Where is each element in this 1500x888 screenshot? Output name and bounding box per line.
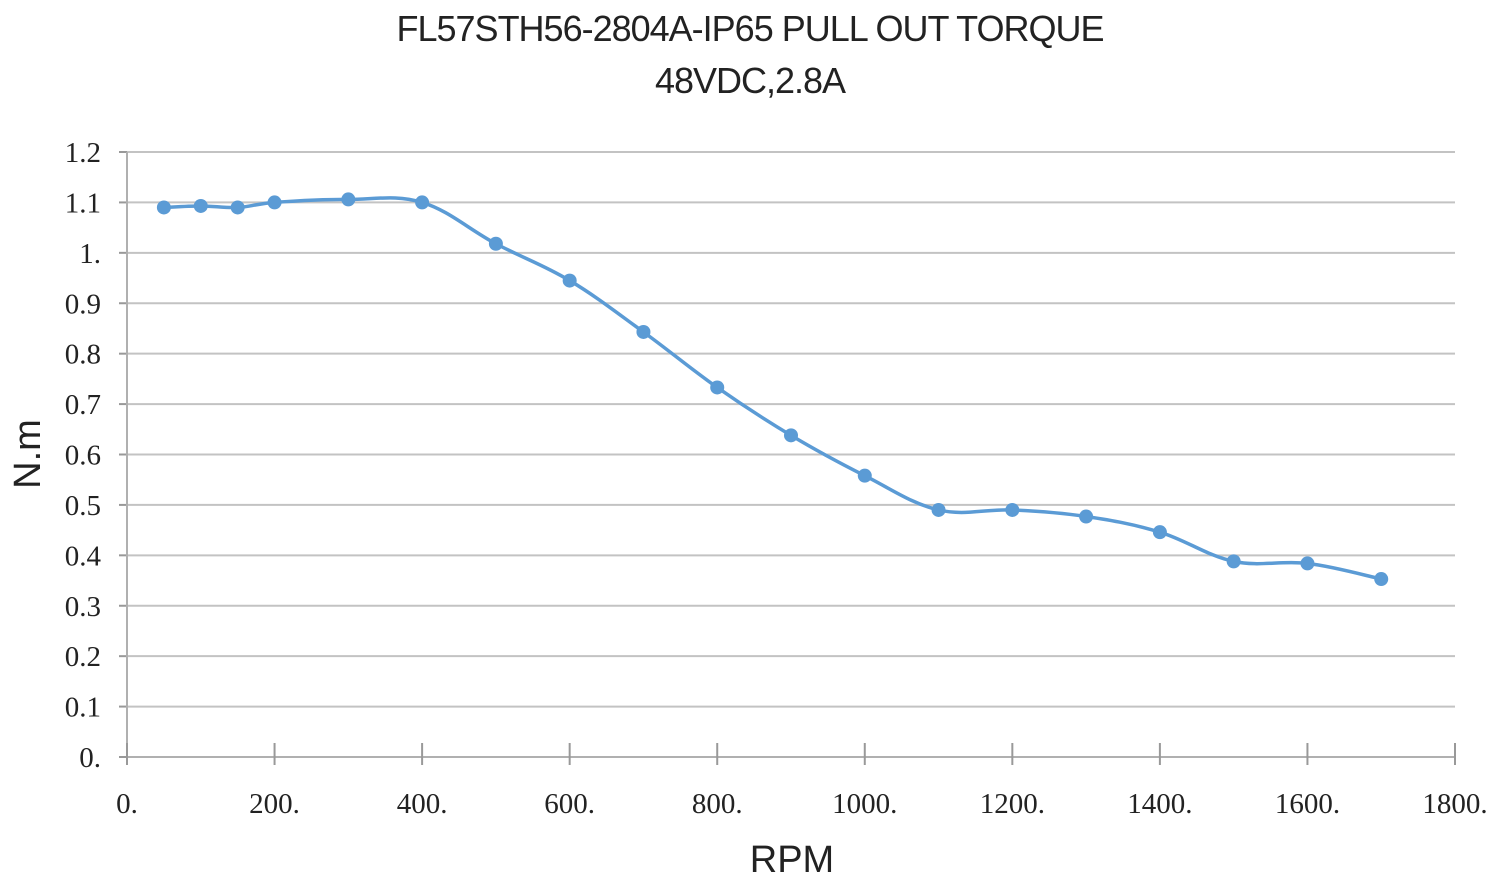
y-tick-label: 0.3 <box>65 591 101 623</box>
data-point <box>193 198 208 213</box>
x-axis-label: RPM <box>750 839 834 881</box>
x-tick-label: 1200. <box>980 788 1045 820</box>
axes <box>119 151 1456 765</box>
chart-title: FL57STH56-2804A-IP65 PULL OUT TORQUE <box>396 8 1105 49</box>
x-tick-label: 1000. <box>832 788 897 820</box>
x-tick-label: 400. <box>397 788 448 820</box>
data-point <box>1005 502 1020 517</box>
y-tick-label: 0.8 <box>65 339 101 371</box>
data-point <box>341 192 356 207</box>
y-tick-label: 0.5 <box>65 490 101 522</box>
data-point <box>710 380 725 395</box>
x-tick-label: 0. <box>116 788 138 820</box>
x-tick-label: 600. <box>544 788 595 820</box>
series-group <box>156 192 1389 587</box>
data-point <box>156 200 171 215</box>
x-tick-label: 1400. <box>1127 788 1192 820</box>
data-point <box>415 195 430 210</box>
data-point <box>857 468 872 483</box>
data-point <box>784 428 798 443</box>
data-point <box>230 200 245 215</box>
x-tick-label: 1800. <box>1422 788 1487 820</box>
data-point <box>562 273 577 288</box>
y-tick-label: 0. <box>79 742 101 774</box>
y-tick-label: 1.2 <box>65 137 101 169</box>
y-tick-labels: 0. 0.1 0.2 0.3 0.4 0.5 0.6 0.7 0.8 0.9 1. 1.1 1.2 <box>65 137 102 774</box>
y-tick-label: 0.2 <box>65 641 101 673</box>
data-point <box>267 195 282 210</box>
y-axis-label: N.m <box>7 419 49 489</box>
y-tick-label: 0.1 <box>65 692 101 724</box>
data-point <box>488 236 503 251</box>
y-tick-label: 0.7 <box>65 389 101 421</box>
data-point <box>931 502 946 517</box>
y-tick-label: 0.6 <box>65 440 101 472</box>
chart-subtitle: 48VDC,2.8A <box>654 60 846 101</box>
y-tick-label: 0.9 <box>65 288 101 320</box>
data-point <box>1226 554 1241 569</box>
x-tick-label: 800. <box>692 788 743 820</box>
y-tick-label: 0.4 <box>65 540 102 572</box>
y-tick-label: 1. <box>79 238 101 270</box>
data-point <box>1079 509 1094 524</box>
data-point <box>1374 572 1389 587</box>
x-tick-label: 1600. <box>1275 788 1340 820</box>
y-tick-label: 1.1 <box>65 187 101 219</box>
data-point <box>636 324 651 339</box>
x-tick-label: 200. <box>249 788 300 820</box>
x-tick-labels: 0. 200. 400. 600. 800. 1000. 1200. 1400. 1600. 18… <box>116 788 1488 820</box>
data-point <box>1300 556 1315 571</box>
series-line <box>163 196 1382 581</box>
data-point <box>1152 525 1167 540</box>
